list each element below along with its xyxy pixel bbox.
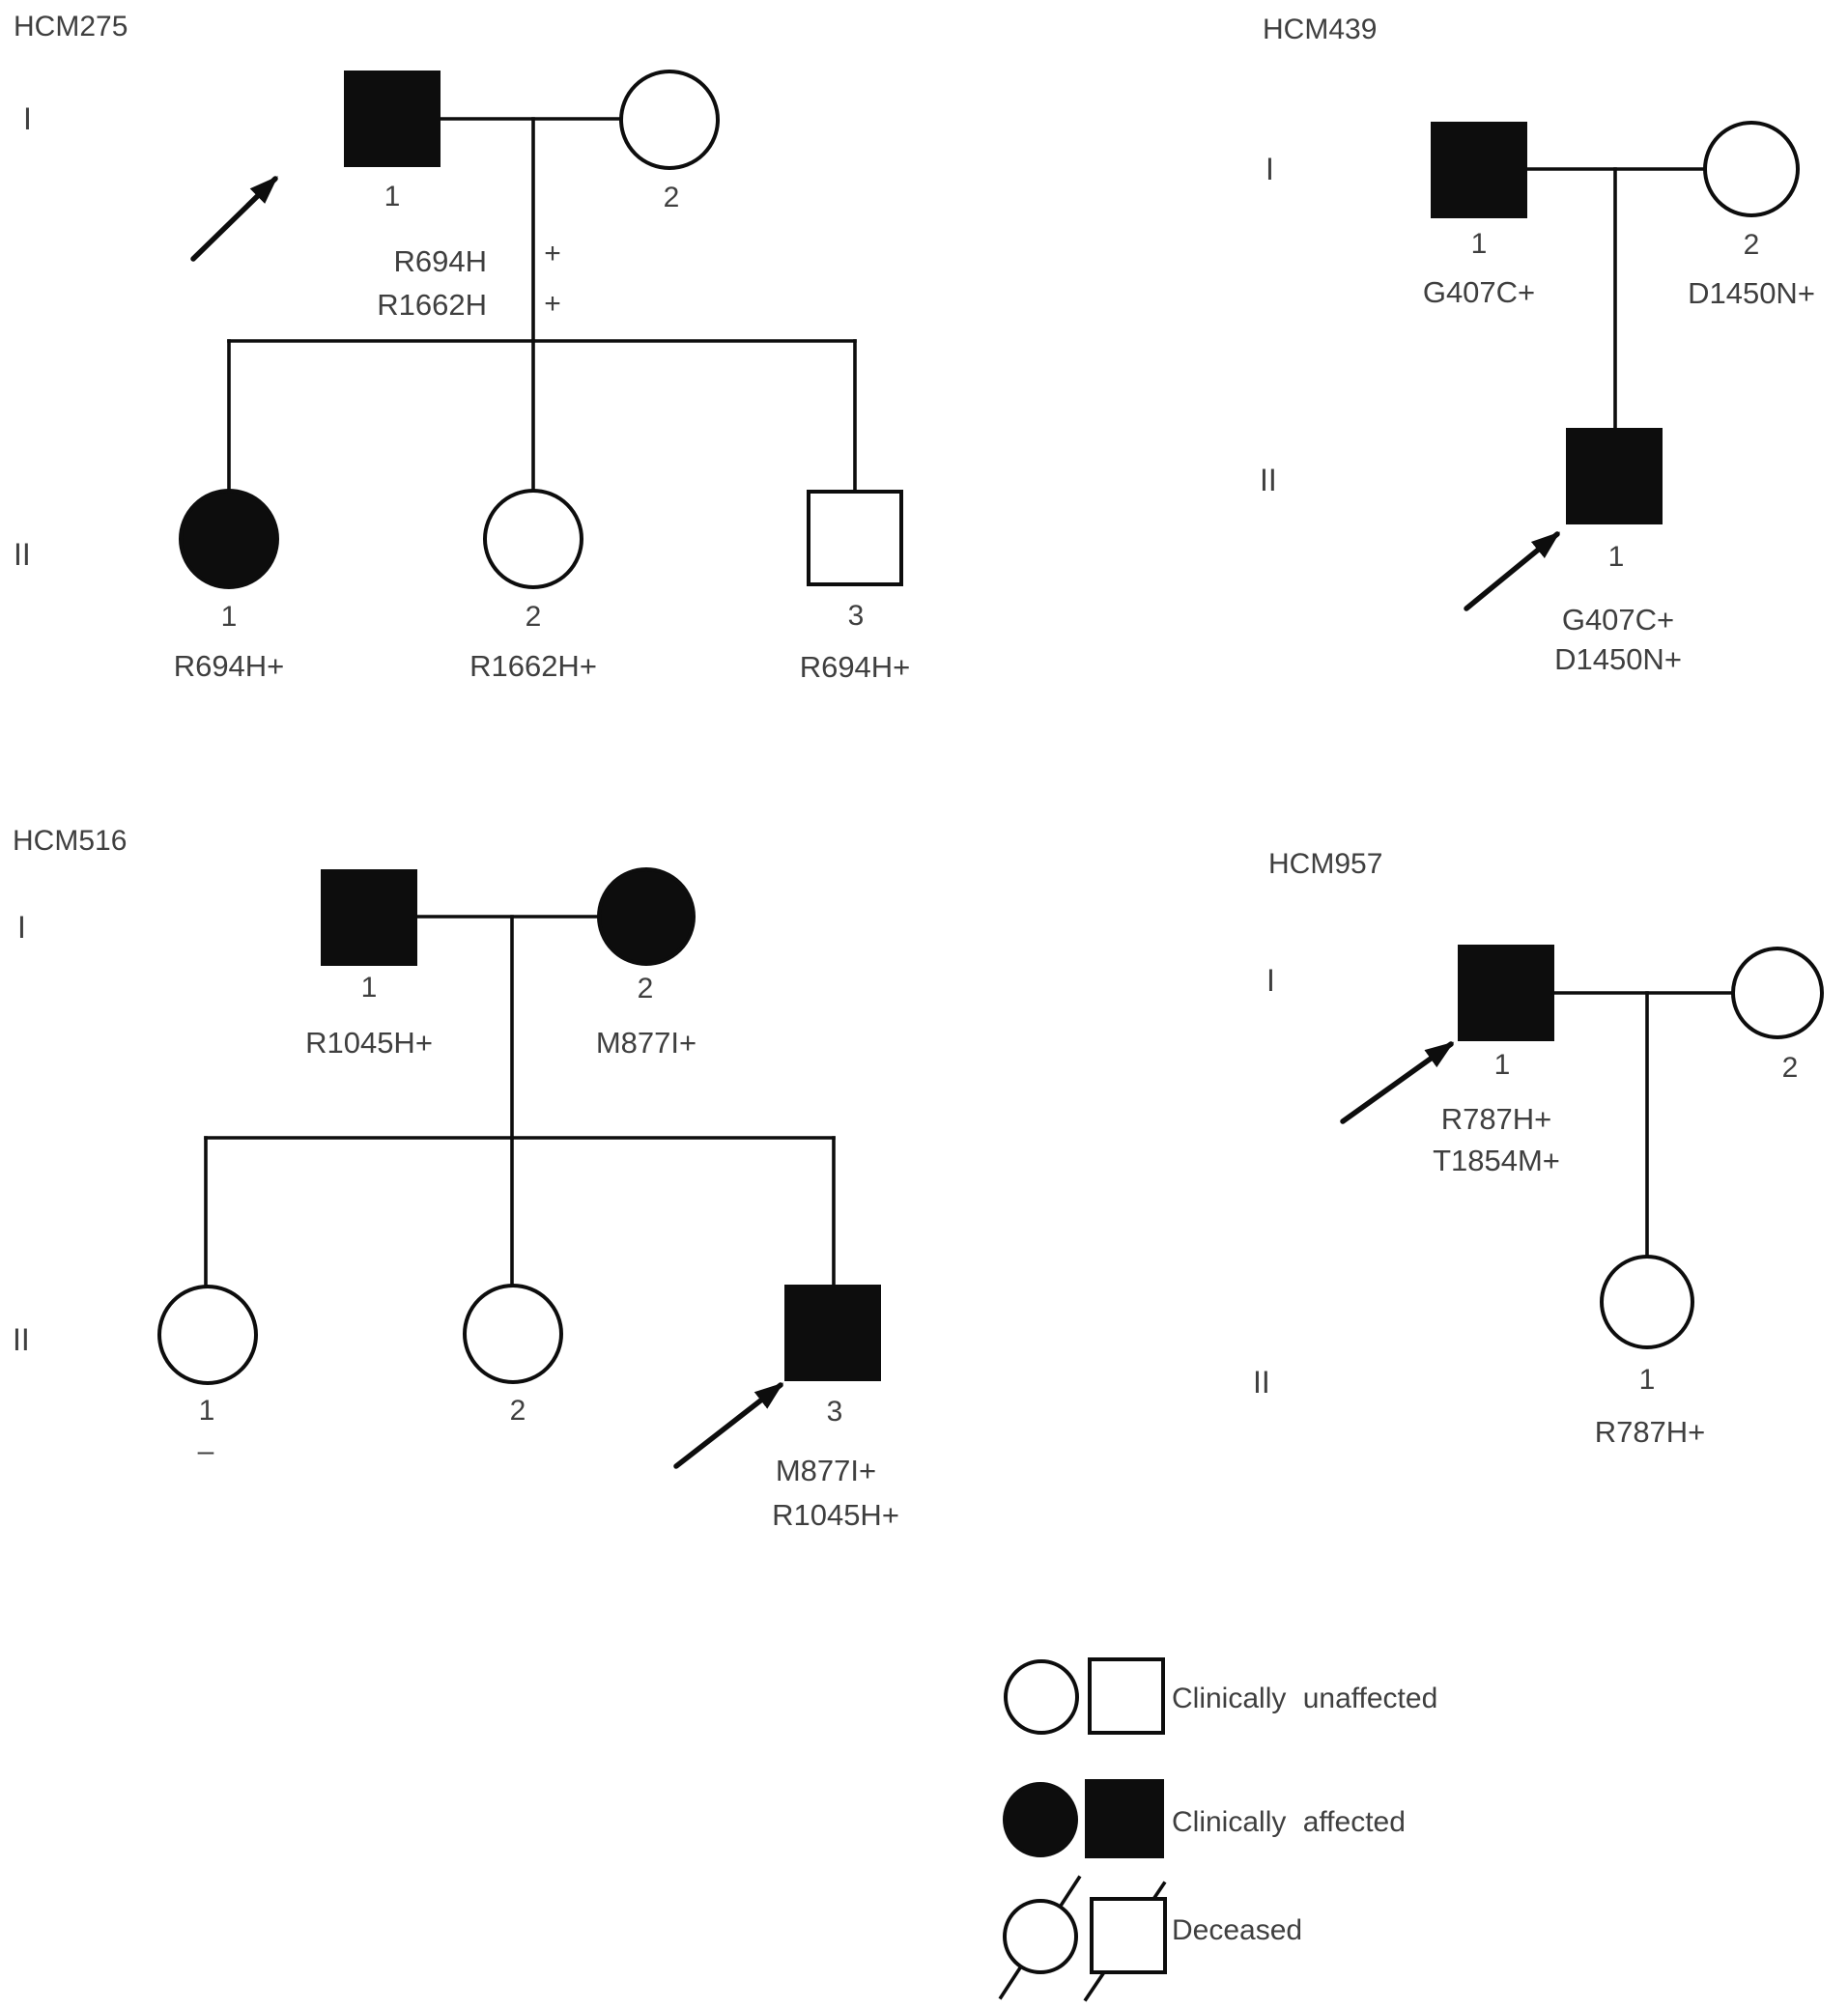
pedigree-hcm957-family-id: HCM957 xyxy=(1268,848,1382,880)
pedigree-hcm957-individual-II-1-number: 1 xyxy=(1639,1364,1656,1396)
legend-unaffected-label: Clinically unaffected xyxy=(1172,1683,1437,1714)
legend-affected-label: Clinically affected xyxy=(1172,1806,1406,1838)
pedigree-hcm439-individual-II-1-genotype-line-2: D1450N+ xyxy=(1554,642,1682,676)
pedigree-hcm957-individual-I-1-genotype-line-2: T1854M+ xyxy=(1433,1144,1560,1177)
legend-unaffected-female-symbol xyxy=(1004,1659,1079,1735)
pedigree-hcm516-generation-label-II: II xyxy=(13,1322,30,1357)
pedigree-hcm275-proband-arrow xyxy=(190,176,278,262)
pedigree-hcm957-individual-II-1-symbol xyxy=(1600,1255,1694,1349)
pedigree-hcm275-individual-I-1-number: 1 xyxy=(384,181,401,212)
pedigree-hcm439-individual-I-2-genotype: D1450N+ xyxy=(1688,276,1815,310)
pedigree-hcm516-individual-II-2-symbol xyxy=(463,1284,563,1384)
pedigree-hcm957-individual-I-1-genotype-line-1: R787H+ xyxy=(1441,1102,1552,1136)
pedigree-hcm439-generation-label-II: II xyxy=(1260,463,1277,497)
pedigree-hcm275-couple-genotype-plus-1: + xyxy=(544,238,561,269)
pedigree-hcm275-couple-genotype-line-1: R694H xyxy=(394,244,488,278)
pedigree-hcm275-individual-II-1-number: 1 xyxy=(221,601,238,633)
legend: Clinically unaffected Clinically affected… xyxy=(998,1657,1437,2002)
pedigree-hcm957-generation-label-II: II xyxy=(1253,1365,1270,1400)
pedigree-hcm516-individual-II-3-genotype-line-2: R1045H+ xyxy=(772,1498,899,1532)
pedigree-hcm516-individual-I-1-genotype: R1045H+ xyxy=(305,1026,433,1060)
legend-affected-female-symbol xyxy=(1003,1782,1078,1857)
pedigree-hcm439-proband-arrow xyxy=(1464,531,1561,611)
pedigree-hcm275-individual-I-2-symbol xyxy=(619,70,720,170)
pedigree-hcm439-individual-I-1-symbol xyxy=(1431,122,1527,218)
pedigree-hcm275-generation-label-I: I xyxy=(23,101,32,136)
pedigree-hcm957-individual-I-2-number: 2 xyxy=(1782,1052,1799,1084)
legend-unaffected-male-symbol xyxy=(1088,1657,1165,1735)
pedigree-hcm516-individual-II-2-number: 2 xyxy=(510,1395,526,1427)
pedigree-hcm439-individual-I-2-symbol xyxy=(1703,121,1800,217)
pedigree-hcm516-individual-I-2-number: 2 xyxy=(638,973,654,1004)
pedigree-hcm275-generation-label-II: II xyxy=(14,537,31,572)
pedigree-hcm516-proband-arrow xyxy=(673,1382,784,1469)
pedigree-hcm516-individual-II-1-number: 1 xyxy=(199,1395,215,1427)
pedigree-hcm516-individual-II-1-result: – xyxy=(198,1435,214,1467)
pedigree-hcm275-individual-II-1-genotype: R694H+ xyxy=(174,649,285,683)
pedigree-hcm957-individual-I-1-number: 1 xyxy=(1494,1049,1511,1081)
pedigree-hcm516-family-id: HCM516 xyxy=(13,825,127,857)
legend-deceased-label: Deceased xyxy=(1172,1914,1302,1946)
pedigree-hcm275-individual-II-3-genotype: R694H+ xyxy=(800,650,911,684)
legend-deceased-female-symbol xyxy=(1003,1899,1078,1974)
pedigree-hcm516-individual-I-2-genotype: M877I+ xyxy=(596,1026,697,1060)
pedigree-hcm516-individual-I-1-symbol xyxy=(321,869,417,966)
pedigree-hcm439-family-id: HCM439 xyxy=(1263,14,1377,45)
pedigree-hcm516-individual-II-3-number: 3 xyxy=(827,1396,843,1428)
pedigree-hcm275-individual-II-2-number: 2 xyxy=(526,601,542,633)
pedigree-hcm516-individual-II-3-symbol xyxy=(784,1285,881,1381)
pedigree-hcm275-individual-II-1-symbol xyxy=(179,489,279,589)
pedigree-hcm439-individual-II-1-genotype-line-1: G407C+ xyxy=(1562,603,1674,637)
pedigree-hcm516-individual-II-1-symbol xyxy=(157,1285,258,1385)
pedigree-hcm439-individual-I-1-number: 1 xyxy=(1471,228,1488,260)
pedigree-hcm957-individual-II-1-genotype: R787H+ xyxy=(1595,1415,1706,1449)
pedigree-hcm275-individual-II-3-number: 3 xyxy=(848,600,865,632)
pedigree-hcm516-individual-I-2-symbol xyxy=(597,867,696,966)
pedigree-hcm957-generation-label-I: I xyxy=(1266,963,1275,998)
pedigree-hcm275-family-id: HCM275 xyxy=(14,11,128,42)
pedigree-hcm439-individual-I-1-genotype: G407C+ xyxy=(1423,275,1535,309)
pedigree-hcm439-generation-label-I: I xyxy=(1265,152,1274,186)
pedigree-hcm516-generation-label-I: I xyxy=(17,910,26,945)
pedigree-hcm957-individual-I-2-symbol xyxy=(1731,947,1824,1039)
pedigree-hcm516-individual-I-1-number: 1 xyxy=(361,972,378,1004)
pedigree-hcm439-individual-II-1-number: 1 xyxy=(1608,541,1625,573)
legend-affected-male-symbol xyxy=(1085,1779,1164,1858)
pedigree-hcm439-individual-II-1-symbol xyxy=(1566,428,1663,524)
pedigree-hcm957-individual-I-1-symbol xyxy=(1458,945,1554,1041)
pedigree-hcm275-individual-I-1-symbol xyxy=(344,71,441,167)
pedigree-hcm275-individual-II-3-symbol xyxy=(807,490,903,586)
legend-deceased-male-symbol xyxy=(1090,1897,1167,1974)
pedigree-hcm275-individual-II-2-genotype: R1662H+ xyxy=(469,649,597,683)
pedigree-hcm275-couple-genotype-plus-2: + xyxy=(544,288,561,320)
pedigree-hcm957-proband-arrow xyxy=(1340,1041,1455,1124)
pedigree-hcm275-individual-I-2-number: 2 xyxy=(664,182,680,213)
pedigree-hcm516-individual-II-3-genotype-line-1: M877I+ xyxy=(776,1454,876,1487)
pedigree-hcm439-individual-I-2-number: 2 xyxy=(1744,229,1760,261)
pedigree-hcm275-couple-genotype-line-2: R1662H xyxy=(377,288,487,322)
pedigree-hcm275-individual-II-2-symbol xyxy=(483,489,583,589)
